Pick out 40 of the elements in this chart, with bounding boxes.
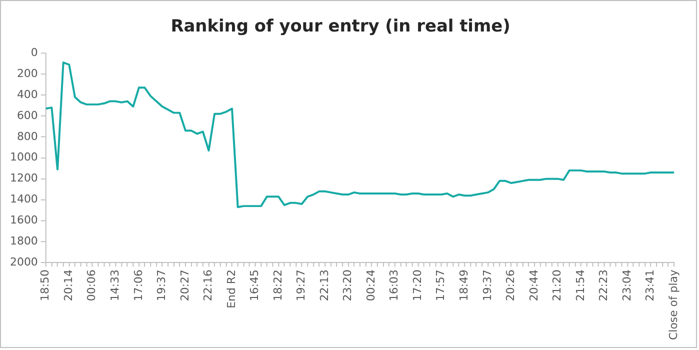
y-tick-label: 400 xyxy=(16,88,38,101)
x-tick-label: 18:49 xyxy=(458,270,471,302)
x-tick-label: 17:57 xyxy=(434,270,448,302)
x-tick-label: 00:06 xyxy=(85,270,98,302)
x-tick-label: 20:26 xyxy=(504,270,518,302)
x-tick-label: 23:04 xyxy=(620,270,634,302)
y-tick-label: 200 xyxy=(16,66,38,80)
x-tick-label: 16:45 xyxy=(248,270,262,302)
y-tick-label: 600 xyxy=(16,108,38,122)
x-tick-label: End R2 xyxy=(224,270,238,308)
y-tick-label: 2000 xyxy=(10,255,38,268)
y-tick-label: 1000 xyxy=(10,150,38,164)
x-tick-label: 18:22 xyxy=(271,270,284,302)
x-tick-label: 19:27 xyxy=(294,270,308,302)
x-tick-label: 17:06 xyxy=(132,270,145,302)
x-tick-label: 19:37 xyxy=(155,270,168,302)
x-tick-label: 16:03 xyxy=(388,270,401,302)
x-tick-label: 22:13 xyxy=(318,270,331,302)
y-tick-label: 1400 xyxy=(10,192,38,206)
x-tick-label: 23:41 xyxy=(644,270,657,302)
y-tick-label: 1200 xyxy=(10,172,38,185)
x-tick-label: 21:54 xyxy=(574,270,587,302)
x-tick-label: 22:23 xyxy=(597,270,610,302)
x-tick-label: 20:44 xyxy=(527,270,540,302)
x-tick-label: 14:33 xyxy=(108,270,122,302)
x-tick-label: 20:27 xyxy=(178,270,192,302)
y-tick-label: 0 xyxy=(30,46,38,59)
y-tick-label: 1800 xyxy=(10,234,38,248)
chart-title: Ranking of your entry (in real time) xyxy=(170,15,510,36)
x-tick-label: 17:20 xyxy=(410,270,424,302)
x-tick-label: 23:20 xyxy=(341,270,354,302)
y-tick-label: 1600 xyxy=(10,214,38,227)
x-tick-label: 00:24 xyxy=(364,270,378,302)
x-tick-label: Close of play xyxy=(666,269,680,340)
x-tick-label: 18:50 xyxy=(38,270,52,302)
y-tick-label: 800 xyxy=(16,130,38,143)
x-tick-label: 19:37 xyxy=(480,270,494,302)
x-tick-label: 20:14 xyxy=(62,270,75,302)
x-tick-label: 21:20 xyxy=(550,270,564,302)
x-tick-label: 22:16 xyxy=(202,270,215,302)
